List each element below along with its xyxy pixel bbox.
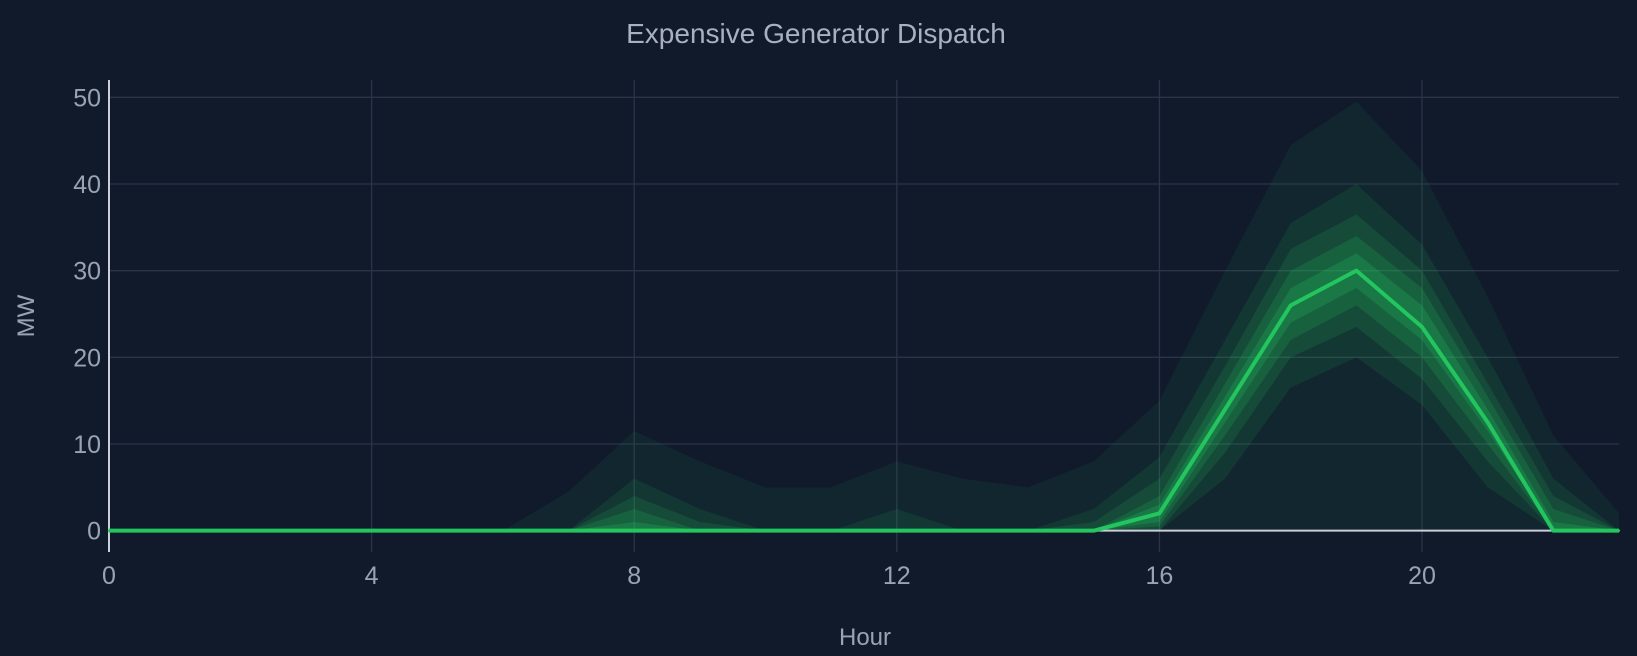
data-point (501, 529, 505, 532)
data-point (698, 529, 702, 532)
y-tick-label: 30 (73, 258, 101, 286)
data-point (1158, 512, 1161, 515)
data-point (829, 529, 833, 532)
data-point (304, 529, 308, 532)
data-point (1223, 408, 1227, 411)
y-tick-label: 50 (73, 84, 101, 112)
y-tick-label: 40 (73, 171, 101, 199)
y-axis-title: MW (13, 294, 40, 337)
x-tick-label: 12 (883, 562, 911, 590)
data-point (436, 529, 439, 532)
data-point (239, 529, 242, 532)
series-lines (107, 268, 1621, 533)
confidence-band (109, 101, 1619, 531)
data-point (1486, 421, 1489, 424)
chart-title: Expensive Generator Dispatch (626, 18, 1006, 49)
data-point (567, 529, 570, 532)
data-point (1026, 529, 1030, 532)
x-tick-label: 0 (102, 562, 116, 590)
data-point (764, 529, 767, 532)
confidence-band (109, 184, 1619, 531)
median-dispatch-line (109, 268, 1619, 533)
uncertainty-bands (109, 101, 1619, 531)
y-tick-label: 10 (73, 431, 101, 459)
x-tick-label: 4 (365, 562, 379, 590)
x-tick-label: 20 (1408, 562, 1436, 590)
data-point (1355, 269, 1358, 272)
x-axis-title: Hour (839, 624, 891, 651)
data-point (1552, 529, 1555, 532)
x-tick-label: 8 (627, 562, 641, 590)
data-point (1420, 325, 1424, 329)
x-tick-label: 16 (1146, 562, 1174, 590)
tick-labels: 0 4 8 12 16 20 0 10 20 30 40 50 (73, 84, 1436, 590)
data-point (961, 529, 964, 532)
data-point (173, 529, 176, 532)
data-point (370, 529, 373, 532)
data-point (107, 529, 111, 532)
y-tick-label: 20 (73, 344, 101, 372)
data-point (895, 529, 899, 532)
data-point (1092, 529, 1095, 532)
y-tick-label: 0 (87, 518, 101, 546)
data-point (1617, 529, 1621, 532)
data-point (1289, 304, 1292, 307)
data-point (633, 529, 636, 532)
